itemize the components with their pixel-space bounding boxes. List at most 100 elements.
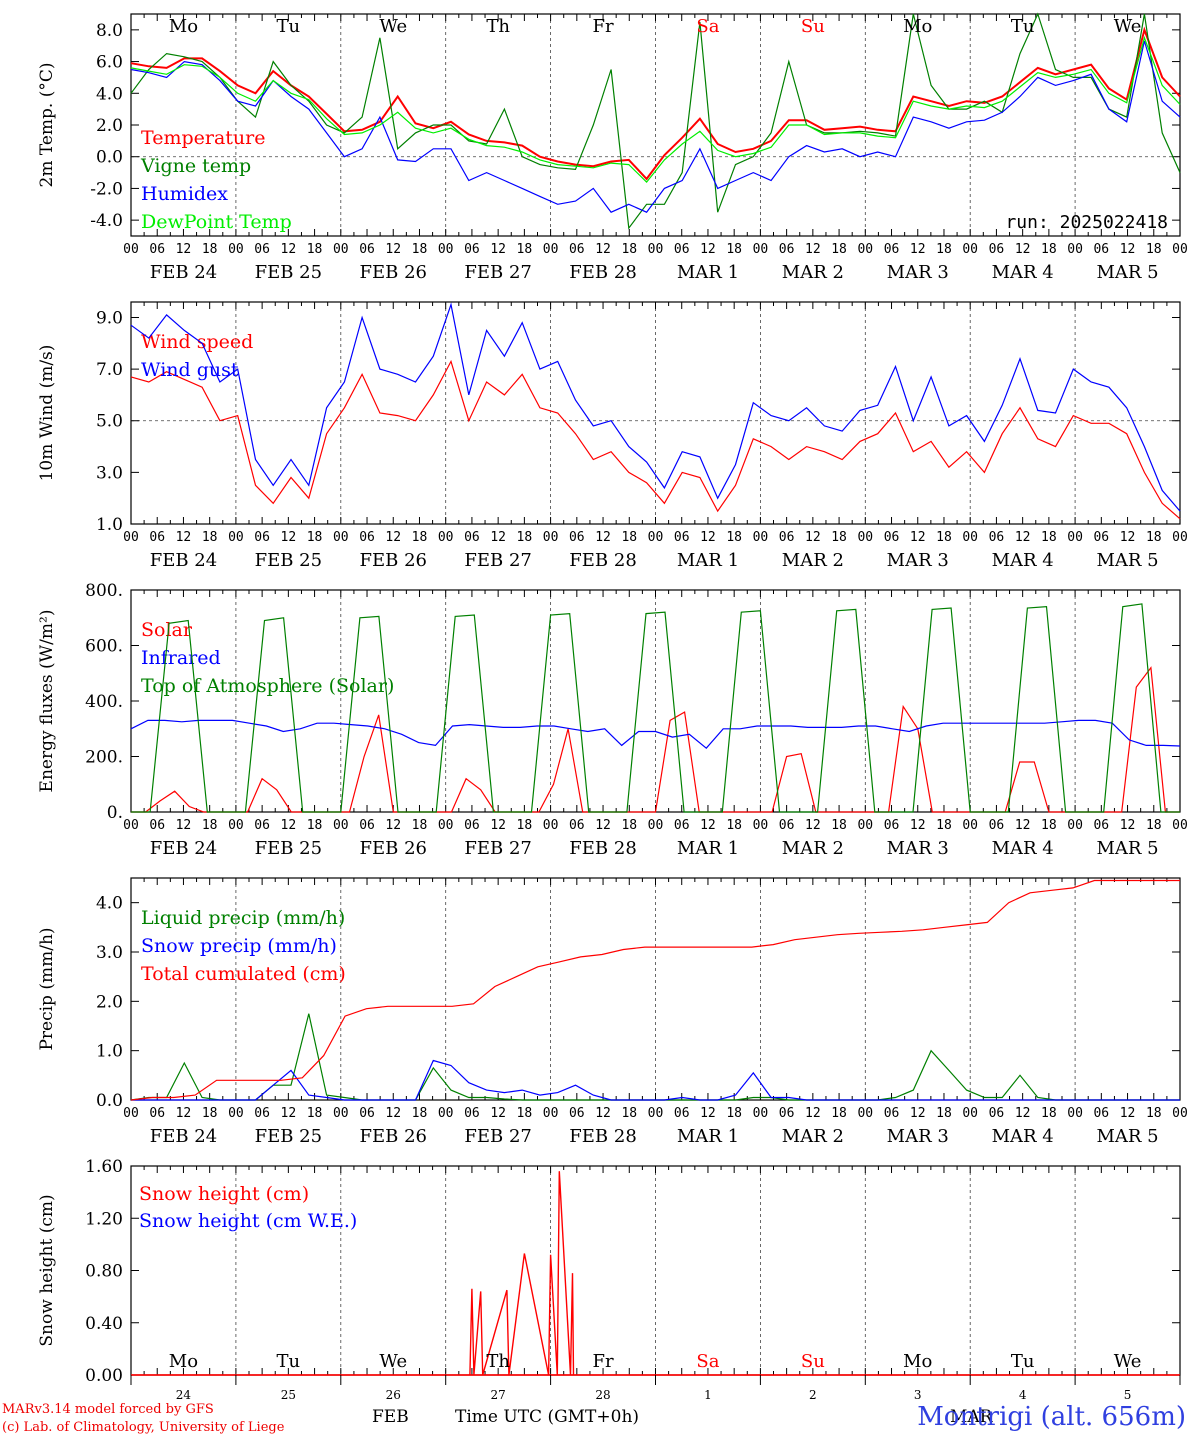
x-hour-label: 18 bbox=[621, 1106, 637, 1121]
y-tick-label: 1.20 bbox=[85, 1209, 123, 1229]
legend-entry: Temperature bbox=[141, 127, 265, 149]
x-hour-label: 18 bbox=[936, 818, 952, 833]
day-number: 28 bbox=[595, 1388, 610, 1402]
x-hour-label: 06 bbox=[779, 818, 795, 833]
y-tick-label: 3.0 bbox=[96, 463, 123, 483]
x-hour-label: 00 bbox=[1172, 530, 1188, 545]
y-tick-label: 800. bbox=[85, 581, 123, 601]
x-hour-label: 12 bbox=[176, 530, 192, 545]
x-hour-label: 18 bbox=[936, 242, 952, 257]
x-date-label: MAR 3 bbox=[887, 550, 949, 571]
x-hour-label: 12 bbox=[910, 1106, 926, 1121]
series-line bbox=[130, 359, 1181, 520]
x-hour-label: 06 bbox=[779, 530, 795, 545]
x-hour-label: 06 bbox=[674, 818, 690, 833]
x-hour-label: 18 bbox=[936, 530, 952, 545]
x-hour-label: 00 bbox=[648, 530, 664, 545]
x-hour-label: 18 bbox=[831, 1106, 847, 1121]
x-hour-label: 00 bbox=[648, 242, 664, 257]
y-tick-label: 2.0 bbox=[96, 992, 123, 1012]
x-hour-label: 06 bbox=[464, 530, 480, 545]
legend-entry: Wind speed bbox=[141, 331, 253, 353]
legend-entry: Top of Atmosphere (Solar) bbox=[141, 675, 394, 697]
panel-1: -4.0 -2.0 0.0 2.0 4.0 6.0 8.0 2m Temp. (°C) 00 06… bbox=[37, 12, 1188, 283]
x-hour-label: 12 bbox=[910, 242, 926, 257]
y-tick-label: 0.40 bbox=[85, 1314, 123, 1334]
y-tick-label: 2.0 bbox=[96, 116, 123, 136]
x-hour-label: 12 bbox=[700, 818, 716, 833]
legend-entry: Solar bbox=[141, 619, 193, 641]
weekday-label: Tu bbox=[277, 16, 301, 37]
x-hour-label: 12 bbox=[385, 530, 401, 545]
x-date-label: MAR 2 bbox=[782, 550, 844, 571]
day-number: 2 bbox=[809, 1388, 817, 1402]
day-number: 1 bbox=[704, 1388, 712, 1402]
x-date-label: FEB 24 bbox=[150, 1126, 217, 1147]
x-hour-label: 06 bbox=[254, 242, 270, 257]
x-hour-label: 06 bbox=[674, 1106, 690, 1121]
x-hour-label: 18 bbox=[517, 1106, 533, 1121]
x-hour-label: 12 bbox=[910, 818, 926, 833]
x-date-label: MAR 4 bbox=[992, 550, 1054, 571]
month-mar-label: MAR bbox=[950, 1407, 993, 1427]
x-hour-label: 12 bbox=[595, 1106, 611, 1121]
x-hour-label: 18 bbox=[517, 242, 533, 257]
x-hour-label: 18 bbox=[621, 242, 637, 257]
x-hour-label: 18 bbox=[726, 818, 742, 833]
x-hour-label: 12 bbox=[700, 530, 716, 545]
y-tick-label: 600. bbox=[85, 637, 123, 657]
x-hour-label: 18 bbox=[412, 1106, 428, 1121]
weekday-label: Mo bbox=[169, 16, 198, 37]
x-hour-label: 18 bbox=[202, 242, 218, 257]
credit-line-1: MARv3.14 model forced by GFS bbox=[2, 1402, 214, 1417]
x-date-label: MAR 5 bbox=[1096, 838, 1158, 859]
x-hour-label: 00 bbox=[123, 530, 139, 545]
x-hour-label: 06 bbox=[149, 1106, 165, 1121]
x-hour-label: 00 bbox=[648, 1106, 664, 1121]
x-hour-label: 12 bbox=[281, 242, 297, 257]
panel-4: 0.0 1.0 2.0 3.0 4.0 Precip (mm/h) 00 06 12 18 00 06… bbox=[37, 877, 1188, 1147]
day-number: 24 bbox=[176, 1388, 192, 1402]
x-date-label: FEB 26 bbox=[360, 838, 427, 859]
x-hour-label: 06 bbox=[359, 1106, 375, 1121]
x-date-label: MAR 2 bbox=[782, 838, 844, 859]
weekday-label: Tu bbox=[277, 1351, 301, 1372]
y-tick-label: 400. bbox=[85, 692, 123, 712]
weekday-label: Mo bbox=[169, 1351, 198, 1372]
x-hour-label: 18 bbox=[726, 1106, 742, 1121]
x-hour-label: 18 bbox=[307, 818, 323, 833]
x-date-label: FEB 24 bbox=[150, 838, 217, 859]
legend-entry: Humidex bbox=[141, 183, 228, 205]
x-hour-label: 18 bbox=[621, 530, 637, 545]
x-hour-label: 00 bbox=[333, 242, 349, 257]
x-date-label: FEB 26 bbox=[360, 550, 427, 571]
x-hour-label: 06 bbox=[149, 530, 165, 545]
x-hour-label: 00 bbox=[543, 242, 559, 257]
x-hour-label: 18 bbox=[1041, 1106, 1057, 1121]
x-hour-label: 00 bbox=[857, 242, 873, 257]
x-hour-label: 06 bbox=[884, 818, 900, 833]
weekday-label: Mo bbox=[903, 16, 932, 37]
credit-line-2: (c) Lab. of Climatology, University of L… bbox=[2, 1420, 285, 1435]
x-hour-label: 00 bbox=[857, 530, 873, 545]
x-hour-label: 00 bbox=[123, 1106, 139, 1121]
x-hour-label: 06 bbox=[149, 818, 165, 833]
x-date-label: MAR 2 bbox=[782, 262, 844, 283]
x-hour-label: 12 bbox=[385, 818, 401, 833]
x-hour-label: 06 bbox=[674, 242, 690, 257]
x-hour-label: 00 bbox=[1067, 242, 1083, 257]
x-hour-label: 00 bbox=[228, 1106, 244, 1121]
x-hour-label: 12 bbox=[490, 530, 506, 545]
x-hour-label: 18 bbox=[1041, 818, 1057, 833]
x-hour-label: 00 bbox=[962, 818, 978, 833]
weekday-label: Su bbox=[801, 16, 825, 37]
x-hour-label: 18 bbox=[1146, 1106, 1162, 1121]
y-tick-label: 4.0 bbox=[96, 894, 123, 914]
x-hour-label: 06 bbox=[464, 818, 480, 833]
series-line bbox=[131, 603, 1180, 813]
legend-entry: Vigne temp bbox=[140, 155, 251, 177]
x-hour-label: 06 bbox=[989, 1106, 1005, 1121]
x-date-label: MAR 1 bbox=[677, 1126, 739, 1147]
x-hour-label: 18 bbox=[726, 242, 742, 257]
x-hour-label: 12 bbox=[385, 1106, 401, 1121]
